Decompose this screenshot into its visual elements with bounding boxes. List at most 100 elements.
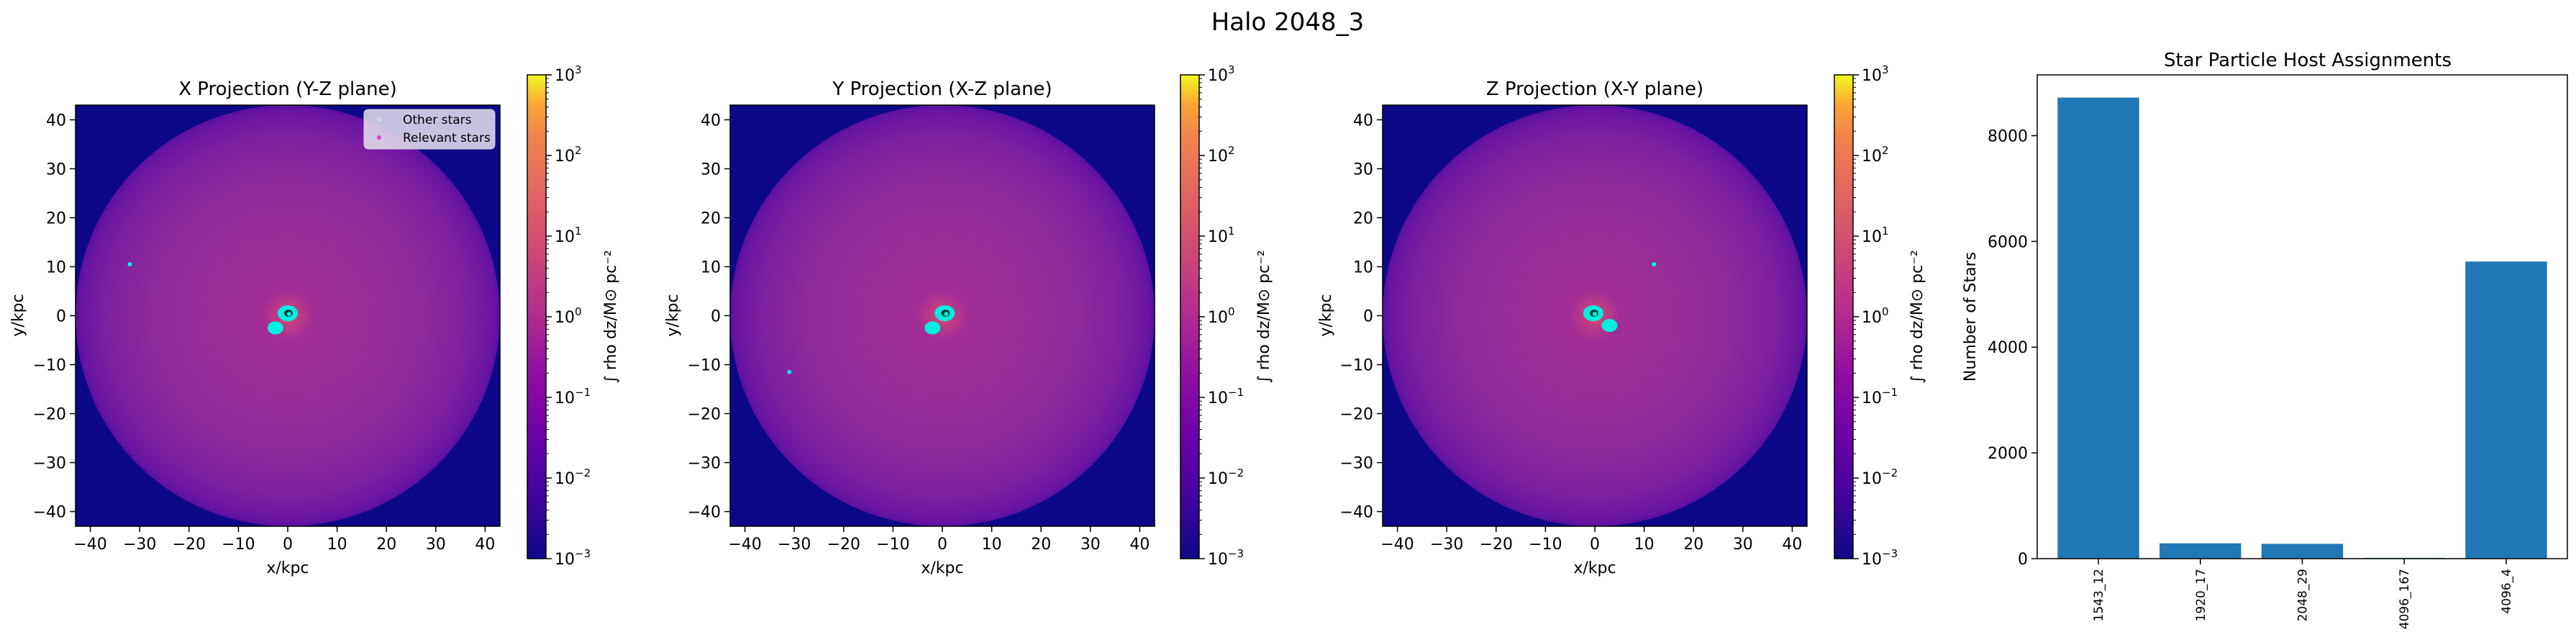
y-tick-label: 10 (46, 258, 66, 276)
y-axis-label: y/kpc (664, 294, 682, 336)
x-tick-label: 40 (1129, 536, 1150, 554)
x-tick-label: 4096_167 (2398, 569, 2412, 629)
x-tick-label: 20 (376, 536, 396, 554)
figure-suptitle: Halo 2048_3 (1211, 8, 1365, 37)
star-clumps (1583, 262, 1657, 333)
x-tick-label: 20 (1031, 536, 1051, 554)
x-tick-label: 20 (1683, 536, 1703, 554)
y-tick-label: 40 (46, 112, 66, 130)
panel-host-assignments: Star Particle Host Assignments 1543_12 19… (1962, 50, 2568, 629)
x-tick-label: −20 (827, 536, 860, 554)
x-ticks: −40 −30 −20 −10 0 10 20 30 40 (728, 526, 1150, 554)
star-clump (127, 262, 132, 267)
colorbar: 103 102 101 100 10−1 10−2 10−3 ∫ rho dz/M⊙ pc⁻… (1834, 63, 1926, 569)
x-tick-label: 0 (1590, 536, 1600, 554)
y-tick-label: 0 (56, 308, 66, 326)
colorbar-tick-label: 101 (1208, 225, 1235, 246)
colorbar-tick-label: 10−1 (1862, 386, 1898, 407)
colorbar-tick-label: 100 (555, 305, 582, 327)
x-ticks: −40 −30 −20 −10 0 10 20 30 40 (73, 526, 495, 554)
y-tick-label: 2000 (1988, 445, 2028, 463)
y-tick-label: 30 (701, 161, 721, 179)
x-tick-label: 4096_4 (2500, 569, 2514, 614)
colorbar-tick-label: 103 (555, 63, 582, 85)
x-tick-label: 1920_17 (2194, 569, 2208, 621)
colorbar-gradient (1180, 74, 1200, 559)
colorbar-tick-label: 101 (1862, 225, 1889, 246)
colorbar-tick-label: 10−1 (1208, 386, 1244, 407)
y-tick-label: 6000 (1988, 233, 2028, 251)
bar-4096_4 (2465, 261, 2547, 559)
colorbar-tick-label: 100 (1208, 305, 1235, 327)
x-axis-label: x/kpc (1573, 559, 1616, 577)
x-ticks: 1543_12 1920_17 2048_29 4096_167 4096_4 (2092, 559, 2514, 629)
legend-entry-relevant: Relevant stars (403, 131, 491, 145)
y-tick-label: −20 (33, 406, 66, 424)
x-tick-label: −10 (222, 536, 255, 554)
y-tick-label: 10 (701, 258, 721, 276)
x-tick-label: 0 (937, 536, 947, 554)
colorbar-ticks: 103 102 101 100 10−1 10−2 10−3 (546, 63, 591, 569)
legend: Other stars Relevant stars (363, 109, 496, 150)
star-clump-center (1592, 312, 1597, 317)
x-tick-label: 1543_12 (2092, 569, 2106, 621)
colorbar: 103 102 101 100 10−1 10−2 10−3 ∫ rho dz/M⊙ pc⁻… (1180, 63, 1273, 569)
y-tick-label: −30 (688, 455, 721, 473)
x-tick-label: −10 (1529, 536, 1562, 554)
star-clump (924, 321, 941, 335)
colorbar-gradient (527, 74, 547, 559)
colorbar-tick-label: 100 (1862, 305, 1889, 327)
panel-z-projection: Z Projection (X-Y plane) −40 −30 −20 −10 0 10… (1317, 63, 1926, 577)
y-axis-label: y/kpc (1317, 294, 1335, 336)
colorbar-tick-label: 102 (555, 144, 582, 166)
bars (2057, 97, 2547, 559)
x-tick-label: −40 (1380, 536, 1414, 554)
star-clump-center (944, 312, 949, 317)
y-tick-label: 10 (1353, 258, 1373, 276)
x-tick-label: −30 (123, 536, 156, 554)
y-tick-label: −10 (688, 357, 721, 375)
bar-2048_29 (2261, 544, 2344, 559)
x-tick-label: −40 (73, 536, 106, 554)
y-tick-label: 20 (46, 209, 66, 227)
panel-x-projection: X Projection (Y-Z plane) −40 −30 −20 −10 0 10… (9, 63, 620, 577)
x-tick-label: 10 (982, 536, 1002, 554)
x-tick-label: 30 (1080, 536, 1101, 554)
y-tick-label: 8000 (1988, 127, 2028, 145)
y-ticks: −40 −30 −20 −10 0 10 20 30 40 (33, 112, 76, 522)
x-tick-label: 10 (1634, 536, 1655, 554)
colorbar-ticks: 103 102 101 100 10−1 10−2 10−3 (1853, 63, 1898, 569)
x-tick-label: 30 (1733, 536, 1753, 554)
y-axis-label: Number of Stars (1962, 252, 1980, 382)
x-tick-label: 30 (426, 536, 446, 554)
panel-y-projection: Y Projection (X-Z plane) −40 −30 −20 −10 0 10… (664, 63, 1273, 577)
star-clumps (127, 262, 298, 335)
x-tick-label: −10 (876, 536, 909, 554)
colorbar-tick-label: 10−3 (1862, 547, 1898, 569)
y-tick-label: 0 (2018, 551, 2028, 569)
colorbar-tick-label: 10−1 (555, 386, 591, 407)
panel-title: Y Projection (X-Z plane) (832, 78, 1052, 100)
y-tick-label: −40 (1340, 504, 1373, 522)
y-tick-label: 4000 (1988, 339, 2028, 357)
x-axis-label: x/kpc (266, 559, 309, 577)
panel-title: Z Projection (X-Y plane) (1486, 78, 1703, 100)
colorbar: 103 102 101 100 10−1 10−2 10−3 ∫ rho dz/M⊙ pc⁻… (527, 63, 620, 569)
y-tick-label: 0 (711, 308, 721, 326)
x-tick-label: 2048_29 (2296, 569, 2311, 621)
star-clump (1601, 319, 1618, 333)
x-tick-label: −30 (1430, 536, 1463, 554)
x-tick-label: 40 (1782, 536, 1802, 554)
x-tick-label: 40 (475, 536, 495, 554)
colorbar-tick-label: 10−2 (1862, 467, 1898, 488)
y-axis-label: y/kpc (9, 294, 27, 336)
x-axis-label: x/kpc (921, 559, 963, 577)
x-tick-label: 10 (327, 536, 347, 554)
y-tick-label: −40 (688, 504, 721, 522)
y-tick-label: 20 (701, 209, 721, 227)
legend-entry-other: Other stars (403, 113, 472, 127)
colorbar-gradient (1834, 74, 1854, 559)
y-tick-label: −30 (1340, 455, 1373, 473)
x-tick-label: −20 (1480, 536, 1513, 554)
